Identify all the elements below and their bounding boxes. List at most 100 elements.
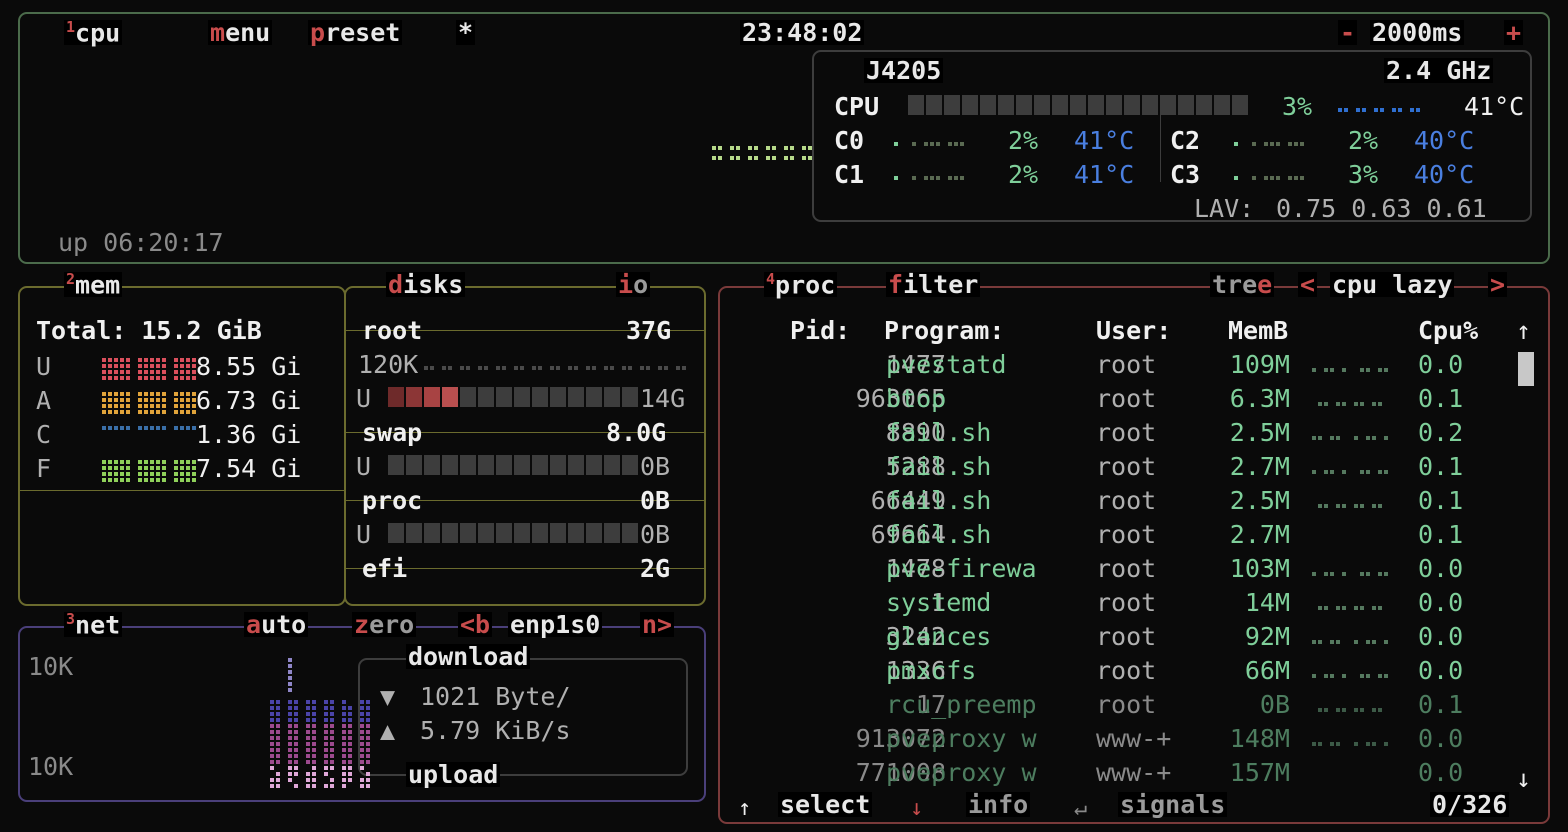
mem-panel-label: mem	[75, 270, 121, 300]
net-panel-title[interactable]: 3net	[64, 612, 123, 638]
disk-proc-meter	[388, 523, 638, 543]
preset-label-rest: reset	[325, 18, 401, 47]
proc-user: root	[1096, 452, 1157, 481]
proc-cpu-sparkline	[1306, 402, 1396, 408]
proc-program: fail.sh	[886, 418, 992, 447]
io-mode-toggle[interactable]: io	[616, 270, 651, 299]
disk-proc-used-label: U	[356, 520, 372, 549]
proc-cpu: 0.0	[1418, 350, 1464, 379]
net-upload-value: 5.79 KiB/s	[420, 716, 571, 745]
proc-cpu-sparkline	[1306, 572, 1396, 578]
cpu-total-row-label: CPU	[834, 92, 880, 121]
net-detail-box: download ▼ 1021 Byte/ ▲ 5.79 KiB/s uploa…	[358, 644, 688, 787]
proc-signals-button[interactable]: signals	[1118, 792, 1228, 817]
proc-panel: 4proc filter tree < cpu lazy > Pid: Prog…	[718, 272, 1550, 824]
proc-info-button[interactable]: info	[966, 792, 1031, 817]
mem-row-cached-value: 1.36 Gi	[196, 420, 302, 449]
proc-panel-title[interactable]: 4proc	[764, 270, 838, 300]
proc-cpu-sparkline	[1306, 470, 1396, 476]
net-zero-toggle[interactable]: zero	[352, 610, 417, 639]
proc-sort-next-button[interactable]: >	[1488, 272, 1508, 297]
net-download-graph	[270, 658, 374, 724]
proc-pid: 771008	[855, 758, 946, 787]
proc-col-pid[interactable]: Pid:	[790, 316, 851, 345]
proc-col-memb[interactable]: MemB	[1228, 316, 1289, 345]
proc-mem: 109M	[1229, 350, 1290, 379]
net-next-key: n>	[642, 610, 673, 639]
net-prev-key: <b	[460, 610, 491, 639]
proc-scroll-up-icon[interactable]: ↑	[1516, 316, 1532, 345]
interval-decrease-button[interactable]: -	[1338, 18, 1358, 47]
proc-program: pve-firewa	[886, 554, 1037, 583]
proc-cpu: 0.1	[1418, 690, 1464, 719]
proc-mem: 92M	[1244, 622, 1290, 651]
disk-swap-free: 0B	[640, 452, 671, 481]
core-3-label: C3	[1170, 160, 1201, 189]
disk-swap-size: 8.0G	[606, 418, 667, 447]
proc-user: root	[1096, 622, 1157, 651]
cpu-frequency-label: 2.4 GHz	[1384, 56, 1494, 85]
proc-select-down-icon[interactable]: ↓	[910, 796, 924, 821]
core-0-label: C0	[834, 126, 865, 155]
proc-col-cpu[interactable]: Cpu%	[1418, 316, 1479, 345]
proc-user: root	[1096, 520, 1157, 549]
disks-panel-title[interactable]: disks	[386, 270, 466, 299]
proc-col-user[interactable]: User:	[1096, 316, 1172, 345]
proc-user: www-+	[1096, 724, 1172, 753]
cpu-total-meter	[908, 95, 1248, 115]
proc-user: root	[1096, 588, 1157, 617]
core-0-percent: 2%	[1008, 126, 1039, 155]
proc-user: root	[1096, 690, 1157, 719]
proc-panel-border	[718, 286, 1550, 824]
proc-cpu: 0.0	[1418, 656, 1464, 685]
cpu-panel: 1cpu menu preset * 23:48:02 - 2000ms + u…	[18, 12, 1550, 264]
core-1-percent: 2%	[1008, 160, 1039, 189]
core-2-graph	[1234, 142, 1314, 150]
disk-swap-meter	[388, 455, 638, 475]
proc-select-up-icon[interactable]: ↑	[738, 796, 752, 821]
mem-row-available-graph	[102, 392, 198, 414]
proc-col-program[interactable]: Program:	[884, 316, 1005, 345]
proc-sort-prev: <	[1300, 270, 1316, 299]
proc-scrollbar-thumb[interactable]	[1518, 352, 1534, 386]
mem-row-used-value: 8.55 Gi	[196, 352, 302, 381]
net-auto-toggle[interactable]: auto	[244, 610, 309, 639]
filter-label-rest: ilter	[903, 270, 979, 299]
proc-enter-icon: ↵	[1074, 796, 1088, 821]
mem-row-free-value: 7.54 Gi	[196, 454, 302, 483]
update-interval-value: 2000ms	[1370, 18, 1465, 47]
net-upload-graph	[270, 724, 374, 790]
proc-tree-toggle[interactable]: tree	[1210, 270, 1275, 299]
proc-pid: 8890	[885, 418, 946, 447]
cpu-history-graph	[712, 146, 822, 170]
mem-panel-title[interactable]: 2mem	[64, 270, 123, 300]
proc-panel-index: 4	[766, 270, 776, 288]
proc-panel-label: proc	[775, 270, 836, 300]
cpu-panel-title[interactable]: 1cpu	[64, 18, 123, 46]
preset-modified-marker: *	[456, 18, 476, 47]
net-scale-bottom: 10K	[28, 752, 74, 781]
interval-increase-button[interactable]: +	[1504, 18, 1524, 47]
proc-program: systemd	[886, 588, 992, 617]
disk-root-meter	[388, 387, 638, 407]
net-prev-interface-button[interactable]: <b	[458, 610, 493, 639]
proc-program: pvestatd	[886, 350, 1007, 379]
disk-root-used-label: U	[356, 384, 372, 413]
cpu-panel-index: 1	[66, 18, 76, 36]
proc-sort-prev-button[interactable]: <	[1298, 270, 1318, 299]
cpu-total-temp: 41°C	[1464, 92, 1525, 121]
menu-button[interactable]: menu	[208, 18, 273, 47]
proc-mem: 2.7M	[1229, 452, 1290, 481]
proc-pid: 913072	[855, 724, 946, 753]
disk-swap-used-label: U	[356, 452, 372, 481]
preset-button[interactable]: preset	[308, 18, 403, 47]
proc-scroll-down-icon[interactable]: ↓	[1516, 764, 1532, 793]
disk-root-io-value: 120K	[358, 350, 419, 379]
proc-filter-button[interactable]: filter	[886, 270, 981, 299]
proc-cpu: 0.1	[1418, 486, 1464, 515]
upload-arrow-icon: ▲	[380, 716, 396, 745]
disk-swap-rule	[344, 432, 706, 433]
mem-row-used-key: U	[36, 352, 52, 381]
disk-proc-name: proc	[362, 486, 423, 515]
net-next-interface-button[interactable]: n>	[640, 610, 675, 639]
